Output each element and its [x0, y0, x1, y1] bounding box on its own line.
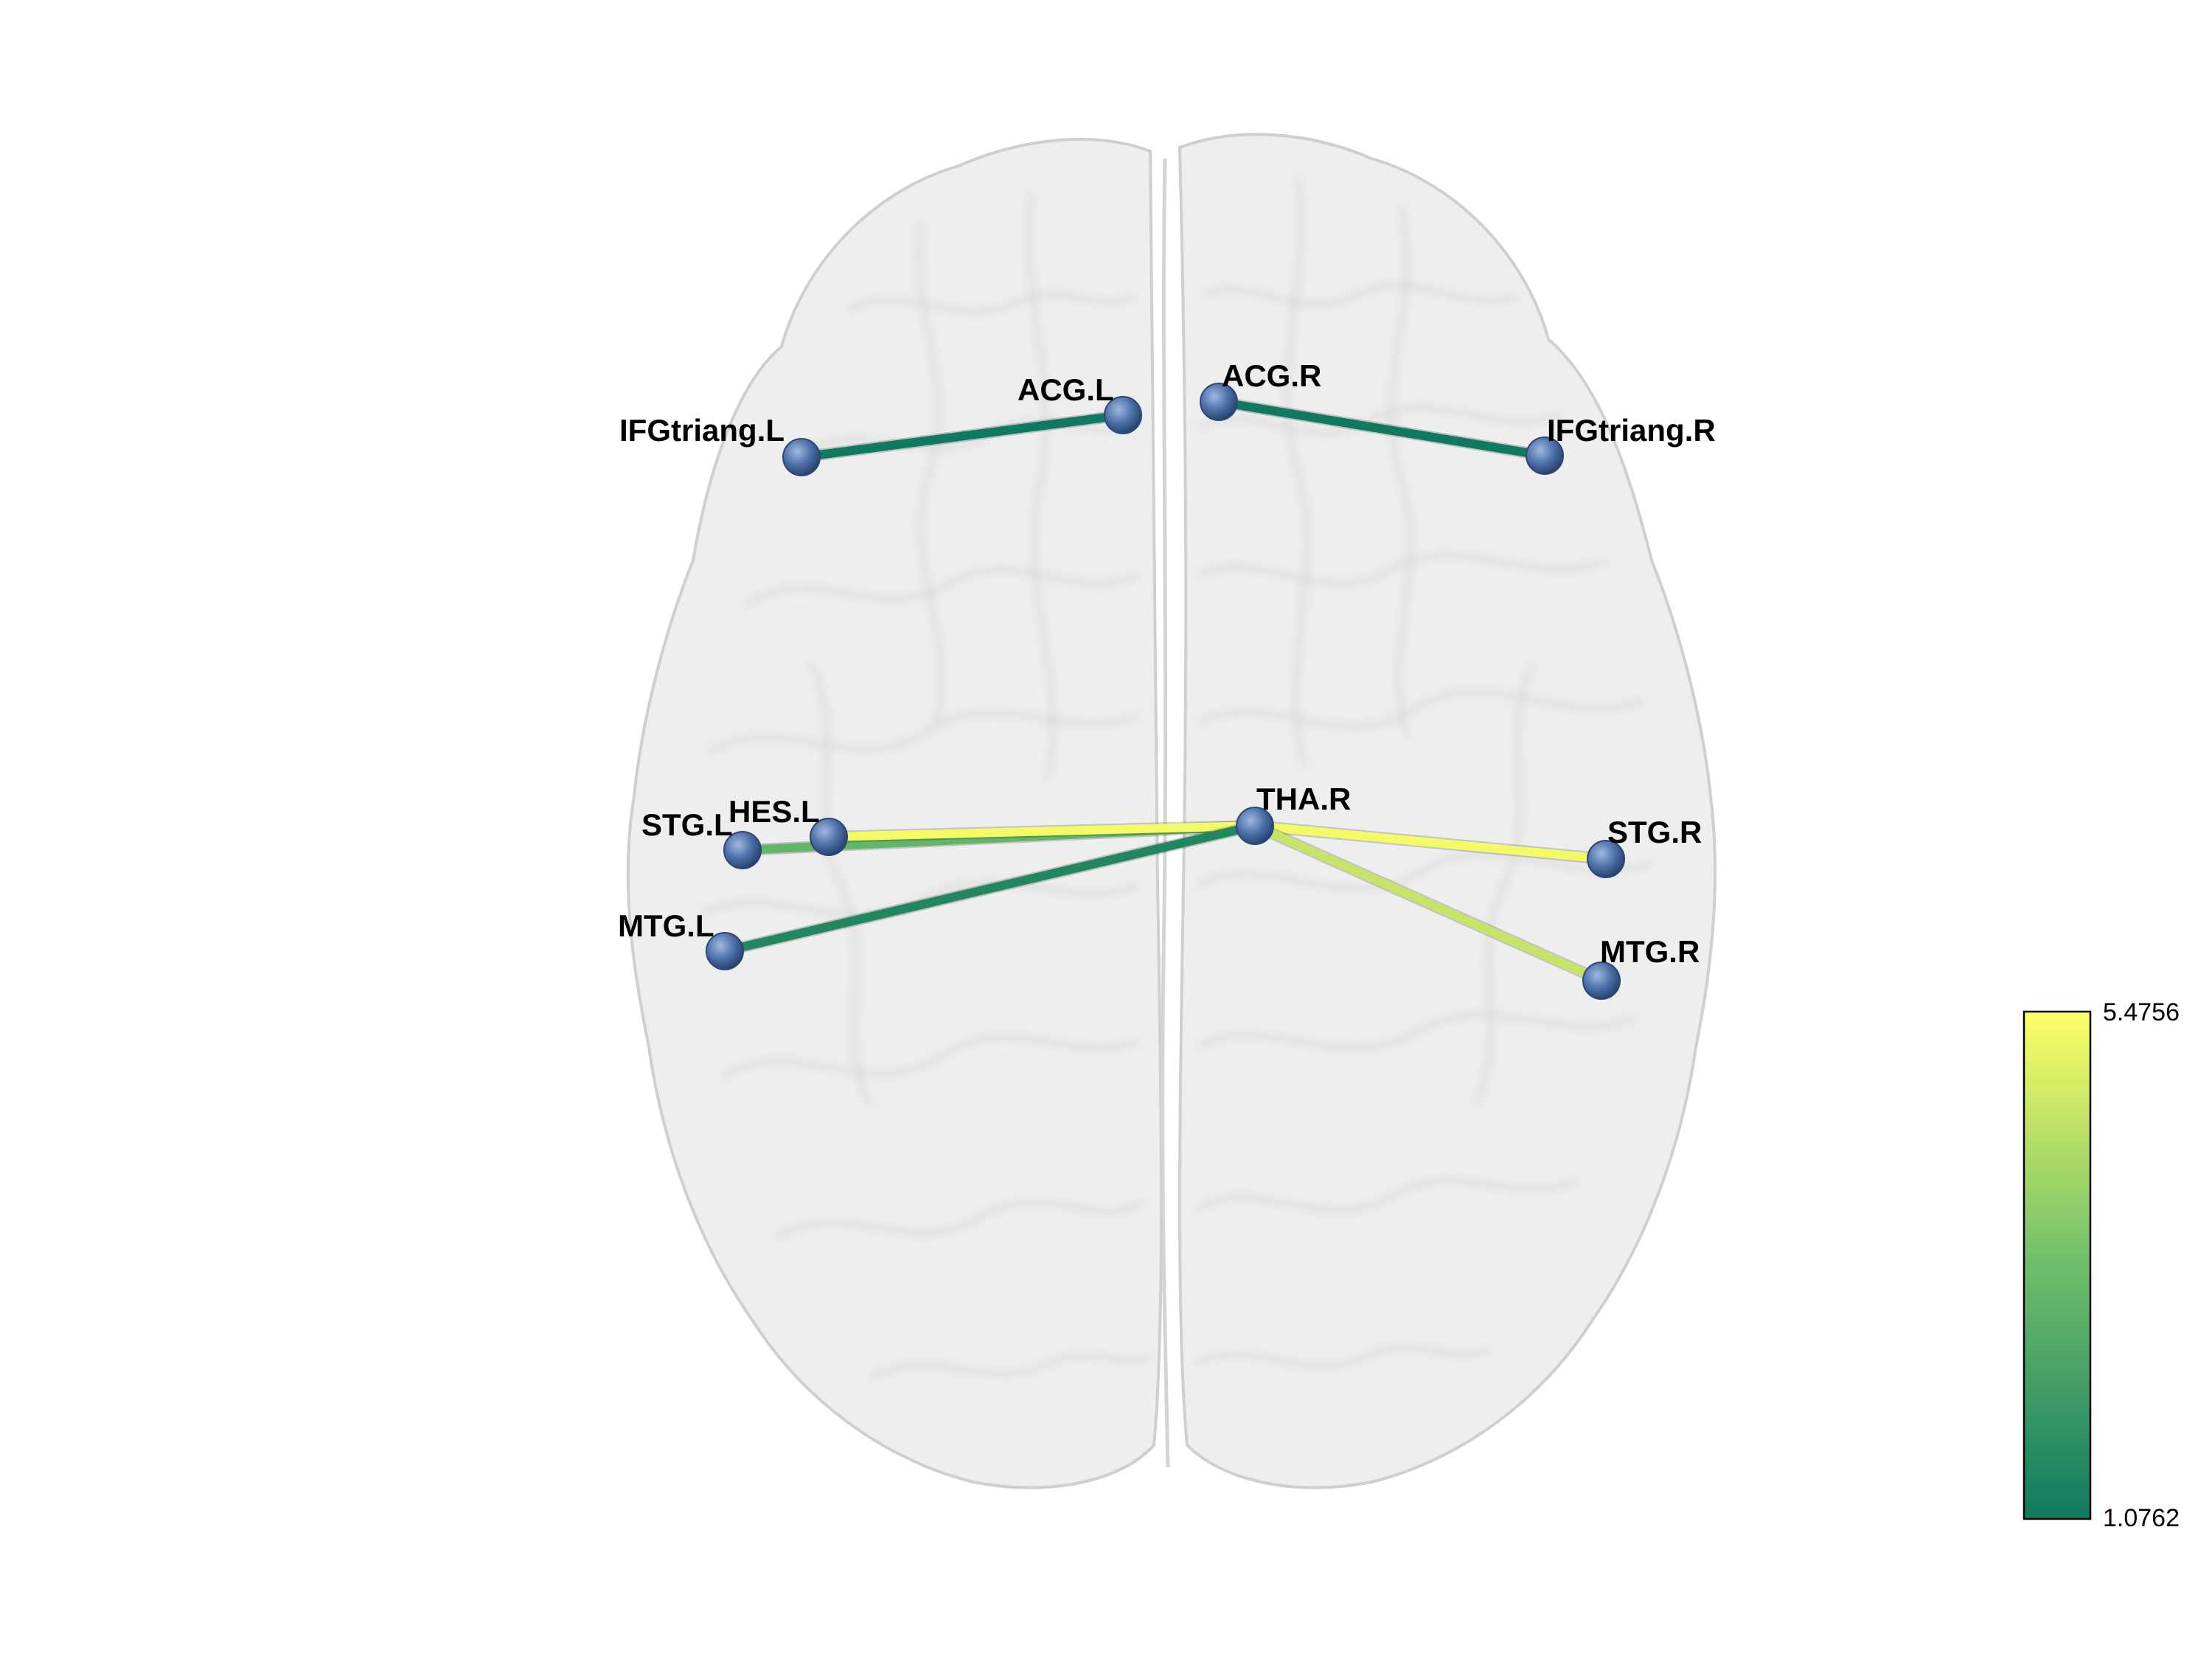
node-label-IFGtriang.L: IFGtriang.L [619, 413, 785, 448]
node-IFGtriang.L [782, 438, 821, 476]
node-label-STG.L: STG.L [641, 807, 733, 842]
edge-HES.L-THA.R [824, 821, 1259, 841]
edge-MTG.L-THA.R [720, 821, 1259, 956]
node-ACG.R [1200, 383, 1238, 421]
node-label-MTG.L: MTG.L [618, 908, 714, 943]
node-layer [706, 383, 1625, 1000]
right-hemisphere [1178, 133, 1717, 1489]
colorbar-min-label: 1.0762 [2103, 1504, 2180, 1532]
edge-IFGtriang.L-ACG.L [797, 411, 1127, 462]
node-STG.L [723, 831, 762, 869]
label-layer: IFGtriang.L ACG.L ACG.R IFGtriang.R STG.LHES… [618, 358, 1716, 969]
node-THA.R [1236, 807, 1274, 845]
edge-THA.R-STG.R [1251, 821, 1610, 863]
gyri-texture [699, 176, 1653, 1381]
colorbar-max-label: 5.4756 [2103, 998, 2180, 1026]
colorbar: 5.4756 1.0762 [2023, 998, 2180, 1532]
node-label-HES.L: HES.L [728, 794, 820, 829]
node-MTG.R [1582, 961, 1621, 1000]
node-MTG.L [706, 932, 744, 970]
node-label-IFGtriang.R: IFGtriang.R [1547, 413, 1716, 448]
left-hemisphere [626, 137, 1163, 1489]
edge-THA.R-MTG.R [1251, 821, 1606, 985]
node-label-ACG.L: ACG.L [1018, 372, 1114, 407]
node-label-THA.R: THA.R [1256, 782, 1351, 816]
node-label-ACG.R: ACG.R [1222, 358, 1321, 393]
interhemispheric-fissure [1161, 158, 1170, 1468]
node-HES.L [810, 818, 848, 856]
edge-ACG.R-IFGtriang.R [1214, 397, 1549, 460]
node-STG.R [1587, 840, 1625, 878]
node-ACG.L [1104, 396, 1142, 434]
brain-surface [626, 133, 1717, 1489]
node-label-STG.R: STG.R [1607, 815, 1702, 849]
node-label-MTG.R: MTG.R [1600, 934, 1700, 969]
node-IFGtriang.R [1526, 437, 1564, 475]
colorbar-gradient [2023, 1010, 2092, 1520]
